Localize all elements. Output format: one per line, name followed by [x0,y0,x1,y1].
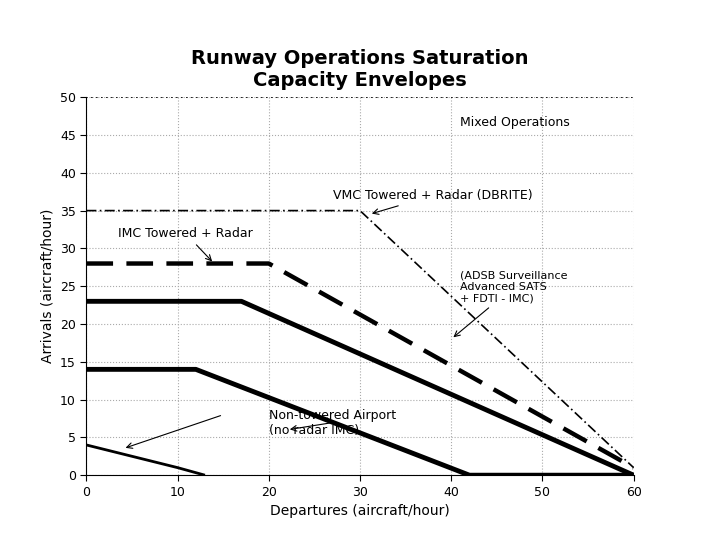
X-axis label: Departures (aircraft/hour): Departures (aircraft/hour) [270,504,450,518]
Text: IMC Towered + Radar: IMC Towered + Radar [118,227,253,261]
Text: Mixed Operations: Mixed Operations [460,116,570,129]
Title: Runway Operations Saturation
Capacity Envelopes: Runway Operations Saturation Capacity En… [192,49,528,90]
Text: VMC Towered + Radar (DBRITE): VMC Towered + Radar (DBRITE) [333,189,532,214]
Y-axis label: Arrivals (aircraft/hour): Arrivals (aircraft/hour) [40,209,55,363]
Text: (ADSB Surveillance
Advanced SATS
+ FDTI - IMC): (ADSB Surveillance Advanced SATS + FDTI … [454,270,568,336]
Text: Non-towered Airport
(no radar IMC): Non-towered Airport (no radar IMC) [269,409,396,437]
